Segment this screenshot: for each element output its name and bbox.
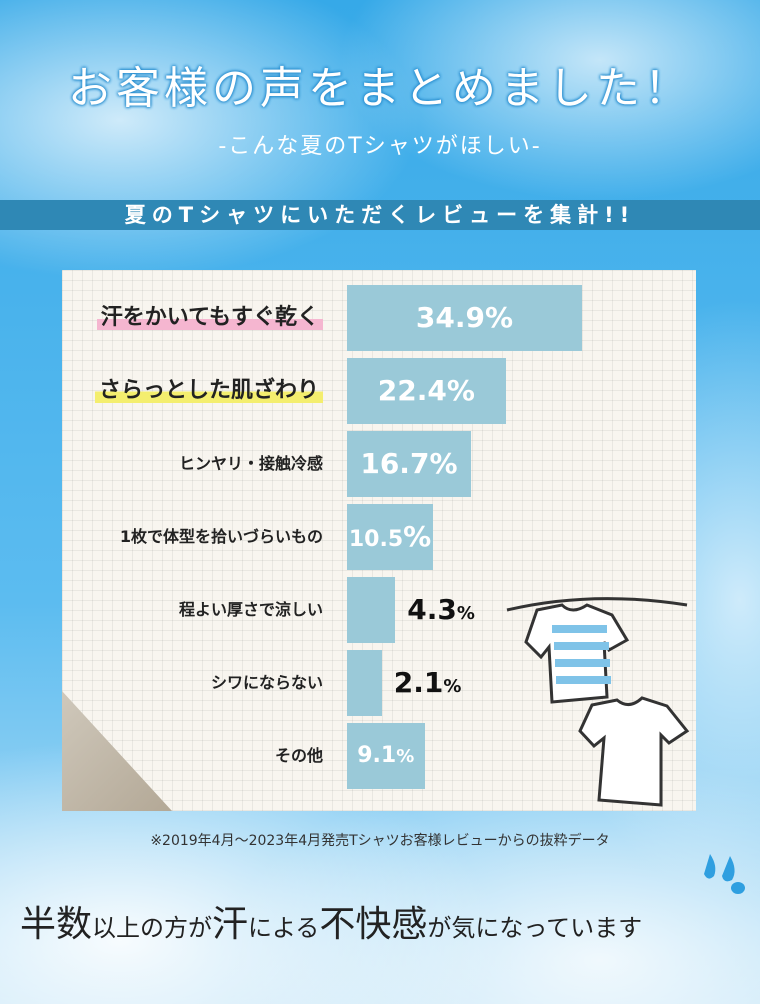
conclusion-part: が気になっています — [427, 914, 643, 942]
data-label: 2.1% — [393, 666, 462, 699]
chart-row: 1枚で体型を拾いづらいもの 10.5% — [62, 504, 696, 570]
sweat-drops-icon — [704, 854, 745, 894]
bar — [347, 431, 471, 497]
category-label: 汗をかいてもすぐ乾く — [96, 285, 323, 351]
category-label: その他 — [275, 723, 323, 789]
category-label-text: 1枚で体型を拾いづらいもの — [119, 527, 323, 546]
data-label: 9.1% — [357, 743, 415, 768]
category-label-text: シワにならない — [210, 673, 323, 692]
data-label: 4.3% — [407, 593, 475, 626]
category-label-text: ヒンヤリ・接触冷感 — [178, 454, 323, 473]
chart-row: さらっとした肌ざわり 22.4% — [62, 358, 696, 424]
conclusion-part: 半数 — [20, 904, 93, 945]
data-label: 10.5% — [348, 520, 432, 553]
chart-row: 程よい厚さで涼しい 4.3% — [62, 577, 696, 643]
data-label: 22.4% — [377, 374, 475, 407]
chart-row: シワにならない 2.1% — [62, 650, 696, 716]
chart-row: ヒンヤリ・接触冷感 16.7% — [62, 431, 696, 497]
conclusion-text: 半数以上の方が汗による不快感が気になっています — [20, 895, 740, 947]
category-label: シワにならない — [211, 650, 323, 716]
bar — [347, 723, 425, 789]
chart-panel: 汗をかいてもすぐ乾く 34.9% さらっとした肌ざわり 22.4% ヒンヤリ・接触冷感 1… — [62, 270, 696, 811]
category-label-text: その他 — [274, 746, 323, 765]
chart-row: 汗をかいてもすぐ乾く 34.9% — [62, 285, 696, 351]
conclusion-part: 不快感 — [319, 904, 428, 945]
bar — [347, 358, 506, 424]
bar — [347, 504, 434, 570]
tshirt-illustration-icon — [506, 597, 690, 807]
page-title: お客様の声をまとめました！ — [68, 63, 692, 114]
category-label: 程よい厚さで涼しい — [179, 577, 323, 643]
category-label-text: 程よい厚さで涼しい — [178, 600, 323, 619]
footnote: ※2019年4月～2023年4月発売Tシャツお客様レビューからの抜粋データ — [150, 833, 610, 849]
category-label-text: 汗をかいてもすぐ乾く — [96, 305, 323, 330]
conclusion-part: による — [248, 914, 320, 942]
category-label: さらっとした肌ざわり — [94, 358, 323, 424]
category-label: ヒンヤリ・接触冷感 — [179, 431, 323, 497]
category-label: 1枚で体型を拾いづらいもの — [120, 504, 323, 570]
chart-row: その他 9.1% — [62, 723, 696, 789]
page-subtitle: -こんな夏のTシャツがほしい- — [218, 134, 542, 159]
data-label: 34.9% — [415, 301, 514, 334]
bar — [347, 577, 396, 643]
conclusion-part: 汗 — [212, 904, 249, 945]
category-label-text: さらっとした肌ざわり — [94, 378, 323, 403]
data-label: 16.7% — [360, 447, 458, 480]
bar — [347, 650, 382, 716]
section-band: 夏のTシャツにいただくレビューを集計!! — [0, 200, 760, 230]
conclusion-part: 以上の方が — [92, 914, 213, 942]
bar — [347, 285, 582, 351]
